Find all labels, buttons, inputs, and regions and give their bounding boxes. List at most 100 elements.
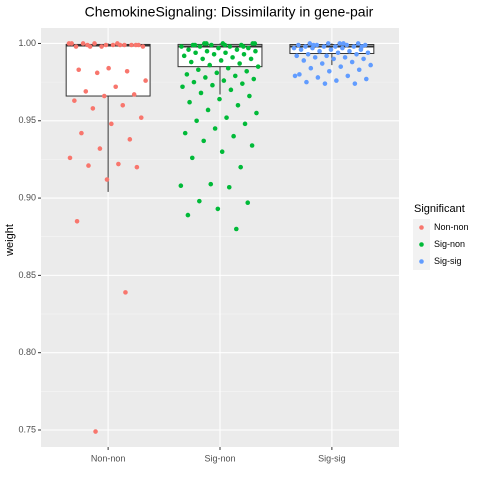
point bbox=[225, 65, 231, 71]
point bbox=[191, 79, 197, 85]
point bbox=[187, 99, 192, 105]
point bbox=[359, 44, 365, 49]
point bbox=[120, 103, 126, 108]
legend-swatch bbox=[419, 259, 424, 264]
point bbox=[73, 44, 79, 49]
point bbox=[129, 42, 134, 48]
point bbox=[328, 47, 334, 52]
x-tick-label: Sig-non bbox=[204, 453, 235, 463]
point bbox=[72, 98, 77, 103]
point bbox=[361, 56, 366, 62]
point bbox=[103, 42, 109, 48]
point bbox=[134, 164, 140, 170]
point bbox=[245, 200, 251, 206]
point bbox=[333, 44, 338, 49]
point bbox=[196, 67, 201, 73]
point bbox=[138, 115, 144, 120]
point bbox=[307, 41, 313, 46]
point bbox=[207, 62, 213, 68]
point bbox=[363, 76, 369, 82]
point bbox=[212, 126, 218, 131]
point bbox=[110, 42, 116, 48]
point bbox=[80, 41, 86, 46]
point bbox=[204, 48, 210, 54]
point bbox=[252, 41, 258, 46]
y-tick-label: 0.90 bbox=[18, 192, 36, 202]
point bbox=[136, 42, 141, 48]
point bbox=[106, 65, 111, 71]
point bbox=[123, 290, 128, 295]
point bbox=[178, 183, 184, 189]
point bbox=[208, 181, 214, 187]
point bbox=[140, 44, 146, 49]
point bbox=[198, 90, 204, 96]
point bbox=[200, 56, 205, 62]
point bbox=[342, 55, 348, 60]
point bbox=[255, 64, 261, 69]
point bbox=[69, 41, 74, 46]
point bbox=[354, 51, 359, 57]
point bbox=[312, 55, 318, 60]
point bbox=[214, 70, 220, 76]
point bbox=[192, 42, 198, 48]
legend-label: Sig-non bbox=[434, 239, 465, 249]
point bbox=[224, 115, 229, 120]
point bbox=[127, 137, 133, 142]
point bbox=[298, 47, 304, 52]
point bbox=[352, 81, 358, 86]
point bbox=[204, 41, 209, 46]
point bbox=[292, 73, 298, 79]
point bbox=[218, 58, 224, 63]
point bbox=[305, 51, 311, 57]
y-tick-label: 0.85 bbox=[18, 270, 36, 280]
point bbox=[303, 44, 308, 49]
y-tick-label: 0.75 bbox=[18, 424, 36, 434]
point bbox=[209, 42, 214, 48]
point bbox=[197, 198, 202, 204]
point bbox=[83, 89, 89, 94]
point bbox=[194, 118, 199, 124]
point bbox=[122, 42, 127, 48]
point bbox=[301, 58, 307, 63]
point bbox=[188, 59, 194, 65]
point bbox=[340, 45, 345, 51]
point bbox=[99, 44, 104, 49]
point bbox=[234, 47, 240, 52]
point bbox=[355, 41, 361, 46]
point bbox=[247, 93, 252, 99]
point bbox=[319, 61, 325, 66]
point bbox=[341, 41, 346, 46]
point bbox=[124, 68, 130, 74]
point bbox=[244, 68, 250, 74]
point bbox=[181, 53, 187, 59]
point bbox=[308, 65, 314, 71]
point bbox=[189, 155, 195, 161]
point bbox=[311, 42, 316, 48]
point bbox=[67, 155, 73, 161]
point bbox=[182, 130, 188, 136]
legend-swatch bbox=[419, 242, 424, 247]
point bbox=[87, 44, 93, 49]
legend-title: Significant bbox=[414, 203, 465, 215]
point bbox=[322, 81, 328, 86]
point bbox=[246, 45, 251, 51]
point bbox=[221, 78, 227, 83]
point bbox=[356, 67, 362, 73]
point bbox=[338, 64, 344, 69]
point bbox=[232, 73, 238, 79]
point bbox=[304, 79, 309, 85]
point bbox=[74, 218, 80, 224]
point bbox=[317, 48, 322, 54]
point bbox=[294, 53, 300, 59]
point bbox=[235, 103, 241, 108]
point bbox=[116, 161, 121, 167]
legend-label: Non-non bbox=[434, 222, 469, 232]
point bbox=[215, 206, 221, 212]
y-tick-label: 0.80 bbox=[18, 347, 36, 357]
point bbox=[296, 42, 301, 48]
point bbox=[186, 47, 191, 52]
point bbox=[93, 429, 98, 434]
point bbox=[90, 106, 96, 111]
y-axis-title: weight bbox=[4, 224, 16, 257]
